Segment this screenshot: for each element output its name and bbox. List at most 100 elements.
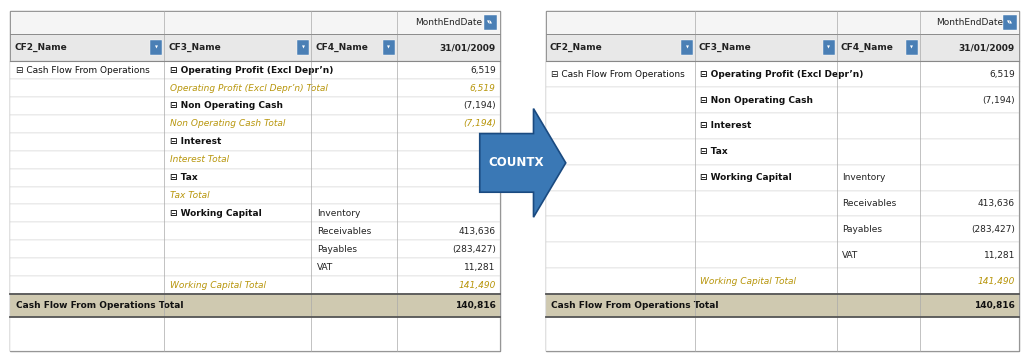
Text: 11,281: 11,281: [465, 262, 496, 272]
Bar: [546, 190, 1019, 216]
Text: 141,490: 141,490: [459, 281, 496, 290]
Text: 413,636: 413,636: [459, 227, 496, 236]
Text: CF4_Name: CF4_Name: [841, 43, 893, 52]
Text: ⊟ Working Capital: ⊟ Working Capital: [700, 173, 793, 182]
Bar: [10, 151, 500, 169]
Text: ▼: ▼: [302, 46, 305, 50]
Text: Interest Total: Interest Total: [170, 155, 229, 164]
Text: 31/01/2009: 31/01/2009: [958, 43, 1015, 52]
Text: 140,816: 140,816: [974, 301, 1015, 310]
Text: Operating Profit (Excl Depr’n) Total: Operating Profit (Excl Depr’n) Total: [170, 84, 328, 93]
Text: 31/01/2009: 31/01/2009: [439, 43, 496, 52]
Text: 6,519: 6,519: [470, 66, 496, 75]
Text: ▼: ▼: [155, 46, 158, 50]
Text: ▼: ▼: [910, 46, 913, 50]
Bar: [546, 34, 1019, 61]
Text: CF2_Name: CF2_Name: [14, 43, 67, 52]
Text: ▼▲: ▼▲: [487, 20, 494, 24]
Bar: [546, 268, 1019, 294]
Text: VAT: VAT: [843, 251, 859, 260]
Bar: [10, 133, 500, 151]
Text: MonthEndDate: MonthEndDate: [936, 18, 1002, 27]
Text: ▼: ▼: [685, 46, 688, 50]
Bar: [10, 276, 500, 294]
Text: Inventory: Inventory: [843, 173, 886, 182]
Text: (283,427): (283,427): [971, 225, 1015, 234]
Bar: [10, 186, 500, 205]
Text: Cash Flow From Operations Total: Cash Flow From Operations Total: [16, 301, 183, 310]
Text: (7,194): (7,194): [463, 101, 496, 110]
Bar: [546, 139, 1019, 165]
Text: ⊟ Non Operating Cash: ⊟ Non Operating Cash: [170, 101, 284, 110]
Bar: [151, 40, 163, 55]
Bar: [1004, 15, 1017, 30]
Bar: [10, 79, 500, 97]
Bar: [546, 216, 1019, 242]
Text: Payables: Payables: [317, 245, 357, 254]
Text: Receivables: Receivables: [317, 227, 372, 236]
Text: ▼▲: ▼▲: [1007, 20, 1013, 24]
Bar: [10, 115, 500, 133]
Bar: [10, 34, 500, 61]
Bar: [546, 11, 1019, 34]
Bar: [546, 87, 1019, 113]
Text: Tax Total: Tax Total: [170, 191, 210, 200]
Bar: [10, 317, 500, 351]
Text: ⊟ Tax: ⊟ Tax: [170, 173, 198, 182]
Text: (7,194): (7,194): [463, 119, 496, 129]
Text: Cash Flow From Operations Total: Cash Flow From Operations Total: [552, 301, 719, 310]
Text: Working Capital Total: Working Capital Total: [170, 281, 266, 290]
Text: ⊟ Interest: ⊟ Interest: [170, 137, 221, 146]
Bar: [546, 242, 1019, 268]
Text: ⊟ Tax: ⊟ Tax: [700, 147, 728, 156]
Text: 413,636: 413,636: [978, 199, 1015, 208]
Bar: [906, 40, 918, 55]
Text: CF3_Name: CF3_Name: [168, 43, 221, 52]
Text: CF3_Name: CF3_Name: [698, 43, 752, 52]
Text: (7,194): (7,194): [982, 96, 1015, 105]
Text: 140,816: 140,816: [455, 301, 496, 310]
Bar: [10, 240, 500, 258]
Bar: [10, 97, 500, 115]
Bar: [681, 40, 693, 55]
Text: ⊟ Operating Profit (Excl Depr’n): ⊟ Operating Profit (Excl Depr’n): [700, 70, 864, 79]
Polygon shape: [479, 109, 565, 217]
Text: ⊟ Non Operating Cash: ⊟ Non Operating Cash: [700, 96, 813, 105]
Bar: [10, 222, 500, 240]
Text: ⊟ Cash Flow From Operations: ⊟ Cash Flow From Operations: [552, 70, 685, 79]
Text: Inventory: Inventory: [317, 209, 360, 218]
Bar: [823, 40, 835, 55]
Text: COUNTX: COUNTX: [488, 156, 544, 169]
Bar: [10, 61, 500, 79]
Bar: [297, 40, 309, 55]
Bar: [10, 258, 500, 276]
Text: Payables: Payables: [843, 225, 883, 234]
Bar: [546, 317, 1019, 351]
Bar: [10, 205, 500, 222]
Text: CF4_Name: CF4_Name: [315, 43, 368, 52]
Bar: [483, 15, 498, 30]
Bar: [10, 11, 500, 351]
Bar: [546, 113, 1019, 139]
Text: VAT: VAT: [317, 262, 334, 272]
Text: ▼: ▼: [827, 46, 830, 50]
Text: ⊟ Working Capital: ⊟ Working Capital: [170, 209, 262, 218]
Bar: [546, 11, 1019, 351]
Text: Working Capital Total: Working Capital Total: [700, 277, 797, 286]
Text: ▼: ▼: [387, 46, 390, 50]
Text: ⊟ Cash Flow From Operations: ⊟ Cash Flow From Operations: [16, 66, 150, 75]
Text: (283,427): (283,427): [452, 245, 496, 254]
Text: 6,519: 6,519: [470, 84, 496, 93]
Text: Receivables: Receivables: [843, 199, 897, 208]
Bar: [546, 61, 1019, 87]
Text: CF2_Name: CF2_Name: [550, 43, 602, 52]
Bar: [546, 294, 1019, 317]
Bar: [10, 11, 500, 34]
Text: ⊟ Interest: ⊟ Interest: [700, 121, 752, 130]
Bar: [546, 165, 1019, 190]
Bar: [383, 40, 395, 55]
Text: Non Operating Cash Total: Non Operating Cash Total: [170, 119, 286, 129]
Text: 11,281: 11,281: [984, 251, 1015, 260]
Text: 141,490: 141,490: [978, 277, 1015, 286]
Bar: [10, 294, 500, 317]
